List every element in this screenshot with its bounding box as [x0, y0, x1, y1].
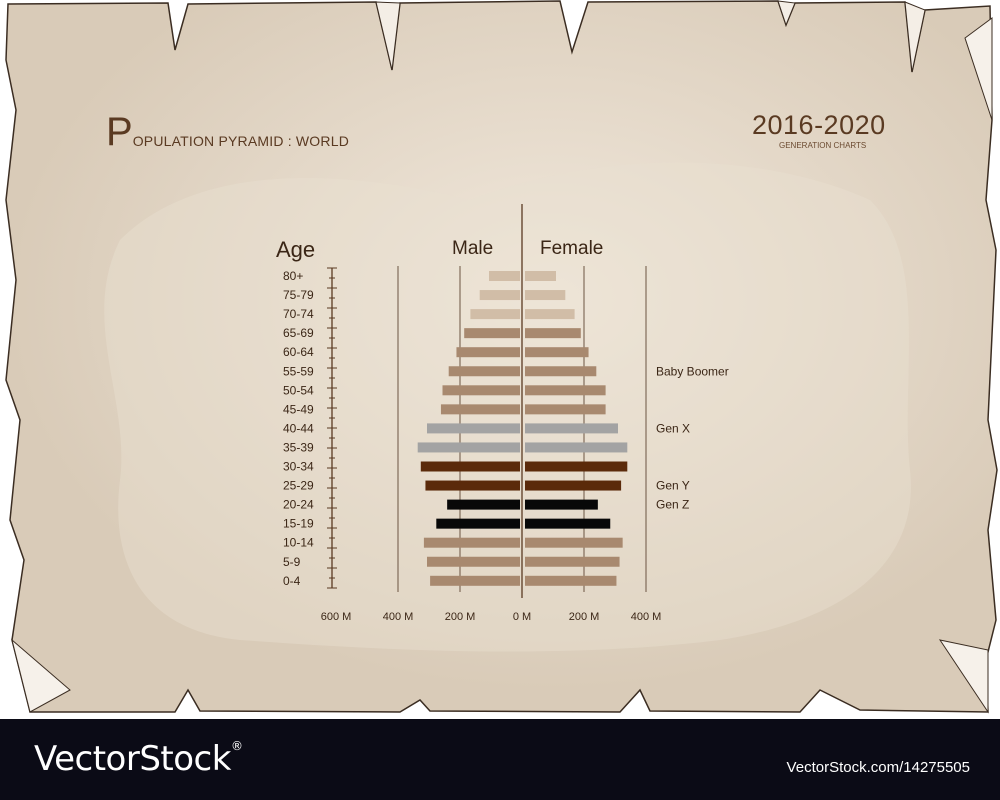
bar-male — [456, 347, 520, 358]
population-pyramid-chart: Age Male Female 80+ 75-79 70-74 65-69 60-64 55-5… — [276, 204, 729, 623]
bar-female — [525, 499, 598, 510]
bar-female — [525, 461, 628, 472]
age-category-label: 65-69 — [283, 326, 314, 340]
bar-male — [470, 309, 520, 320]
paper-fold-top-right — [904, 1, 926, 73]
age-category-label: 25-29 — [283, 479, 314, 493]
x-tick-label: 200 M — [569, 611, 600, 623]
x-tick-label: 200 M — [445, 611, 476, 623]
bar-male — [442, 385, 520, 396]
bar-female — [525, 423, 618, 434]
x-tick-label: 0 M — [513, 611, 531, 623]
bar-female — [525, 575, 617, 586]
image-id: VectorStock.com/14275505 — [786, 759, 970, 776]
bar-male — [447, 499, 520, 510]
chart-title: POPULATION PYRAMID : WORLD — [106, 112, 349, 152]
bar-male — [479, 290, 520, 301]
age-category-label: 0-4 — [283, 574, 301, 588]
series-label-male: Male — [452, 238, 493, 259]
age-category-label: 35-39 — [283, 440, 314, 454]
bar-male — [425, 480, 520, 491]
bar-male — [464, 328, 520, 339]
age-category-label: 40-44 — [283, 421, 314, 435]
generation-label: Baby Boomer — [656, 364, 729, 378]
age-category-label: 10-14 — [283, 536, 314, 550]
paper-fold-bottom-right — [938, 639, 989, 714]
age-category-label: 5-9 — [283, 555, 301, 569]
registered-mark: ® — [230, 739, 243, 753]
brand-logo: VectorStock® — [34, 739, 243, 779]
bar-female — [525, 442, 628, 453]
bar-female — [525, 347, 589, 358]
age-category-label: 20-24 — [283, 498, 314, 512]
bar-female — [525, 537, 623, 548]
age-category-label: 75-79 — [283, 288, 314, 302]
footer-bar: VectorStock® VectorStock.com/14275505 — [0, 719, 1000, 800]
bar-male — [430, 575, 520, 586]
bar-male — [448, 366, 520, 377]
x-tick-label: 400 M — [631, 611, 662, 623]
bar-female — [525, 328, 581, 339]
paper-fold-bottom-left — [11, 638, 71, 713]
age-category-label: 60-64 — [283, 345, 314, 359]
bar-female — [525, 518, 611, 529]
bar-male — [420, 461, 520, 472]
bar-female — [525, 404, 606, 415]
bar-female — [525, 271, 556, 281]
year-range: 2016-2020 — [752, 110, 886, 140]
age-category-label: 45-49 — [283, 402, 314, 416]
title-text: OPULATION PYRAMID : WORLD — [132, 133, 350, 149]
bar-male — [427, 556, 520, 567]
x-tick-label: 400 M — [383, 611, 414, 623]
bar-female — [525, 385, 606, 396]
bar-male — [489, 271, 520, 281]
bar-male — [440, 404, 520, 415]
generation-label: Gen Y — [656, 479, 690, 493]
chart-subtitle: GENERATION CHARTS — [779, 141, 867, 150]
paper-fold-right-edge — [964, 17, 993, 121]
bar-female — [525, 556, 620, 567]
bar-male — [427, 423, 520, 434]
age-category-label: 80+ — [283, 269, 303, 283]
bar-male — [436, 518, 520, 529]
bar-female — [525, 366, 597, 377]
bar-female — [525, 290, 566, 301]
paper-fold-top-mid — [375, 1, 401, 71]
bar-female — [525, 309, 575, 320]
x-tick-label: 600 M — [321, 611, 352, 623]
bar-male — [417, 442, 520, 453]
generation-label: Gen Z — [656, 498, 689, 512]
age-axis-title: Age — [276, 237, 315, 262]
age-category-label: 30-34 — [283, 460, 314, 474]
brand-name: VectorStock — [34, 739, 231, 779]
title-initial: P — [106, 110, 133, 154]
bar-female — [525, 480, 622, 491]
age-category-label: 70-74 — [283, 307, 314, 321]
generation-label: Gen X — [656, 421, 690, 435]
paper-fold-top-right-2 — [777, 0, 796, 27]
age-category-label: 55-59 — [283, 364, 314, 378]
bar-male — [423, 537, 520, 548]
age-category-label: 15-19 — [283, 517, 314, 531]
age-category-label: 50-54 — [283, 383, 314, 397]
series-label-female: Female — [540, 238, 603, 259]
